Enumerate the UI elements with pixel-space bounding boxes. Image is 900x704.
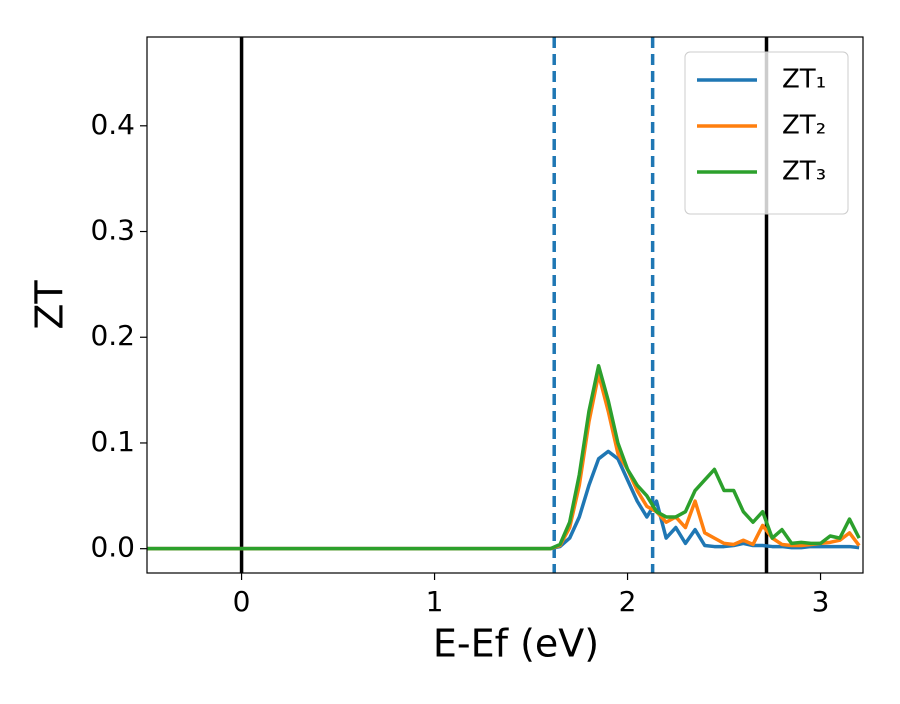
x-axis-label: E-Ef (eV)	[433, 622, 599, 666]
x-tick-label: 2	[619, 585, 637, 618]
plot-area	[147, 37, 861, 573]
x-tick-label: 0	[233, 585, 251, 618]
series-line	[147, 364, 861, 551]
x-tick-label: 1	[426, 585, 444, 618]
y-tick-label: 0.4	[90, 108, 135, 141]
y-tick-label: 0.2	[90, 319, 135, 352]
plot-frame	[146, 36, 864, 574]
x-tick-label: 3	[812, 585, 830, 618]
y-tick-label: 0.1	[90, 425, 135, 458]
legend-label: ZT₁	[782, 65, 826, 95]
series-line	[147, 449, 860, 551]
legend-label: ZT₂	[782, 111, 826, 141]
y-tick-label: 0.0	[90, 531, 135, 564]
y-axis-label: ZT	[28, 280, 72, 330]
legend-label: ZT₃	[782, 157, 826, 187]
series-line	[147, 372, 861, 551]
y-tick-label: 0.3	[90, 214, 135, 247]
